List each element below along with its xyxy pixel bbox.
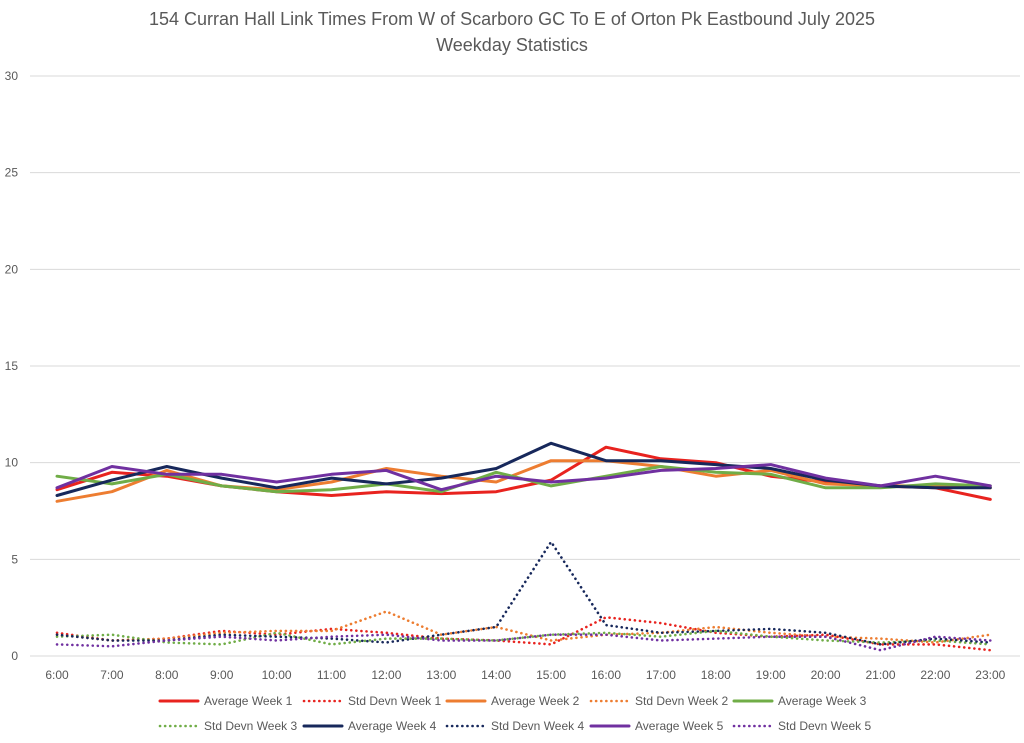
x-tick-label: 8:00 (155, 668, 179, 682)
gridlines (30, 75, 1020, 657)
series-line-std-devn-week-4 (55, 540, 992, 646)
legend: Average Week 1 Std Devn Week 1 Average Wee… (158, 694, 871, 733)
legend-label-average-week-2: Average Week 2 (491, 694, 580, 708)
x-tick-label: 18:00 (701, 668, 731, 682)
x-tick-label: 23:00 (975, 668, 1005, 682)
chart-title: 154 Curran Hall Link Times From W of Sca… (149, 9, 875, 29)
x-tick-label: 13:00 (426, 668, 456, 682)
x-tick-label: 22:00 (920, 668, 950, 682)
x-tick-label: 6:00 (45, 668, 69, 682)
legend-label-std-devn-week-1: Std Devn Week 1 (348, 694, 441, 708)
y-tick-label: 20 (5, 262, 19, 276)
x-tick-label: 15:00 (536, 668, 566, 682)
legend-label-average-week-3: Average Week 3 (778, 694, 867, 708)
x-tick-label: 12:00 (371, 668, 401, 682)
chart-subtitle: Weekday Statistics (436, 35, 588, 55)
series-line-std-devn-week-3 (55, 629, 992, 646)
y-tick-label: 30 (5, 69, 19, 83)
series-line-std-devn-week-5 (55, 633, 992, 652)
x-tick-label: 16:00 (591, 668, 621, 682)
series-line-std-devn-week-1 (55, 615, 992, 652)
legend-label-std-devn-week-4: Std Devn Week 4 (491, 719, 584, 733)
series-line-average-week-5 (55, 463, 992, 492)
legend-label-average-week-5: Average Week 5 (635, 719, 724, 733)
y-axis-ticks: 0 5 10 15 20 25 30 (5, 69, 19, 663)
x-tick-label: 20:00 (811, 668, 841, 682)
x-tick-label: 19:00 (756, 668, 786, 682)
x-tick-label: 21:00 (865, 668, 895, 682)
legend-label-std-devn-week-3: Std Devn Week 3 (204, 719, 297, 733)
legend-label-average-week-4: Average Week 4 (348, 719, 437, 733)
x-tick-label: 9:00 (210, 668, 234, 682)
legend-label-std-devn-week-5: Std Devn Week 5 (778, 719, 871, 733)
y-tick-label: 15 (5, 359, 19, 373)
y-tick-label: 0 (11, 649, 18, 663)
x-tick-label: 14:00 (481, 668, 511, 682)
x-axis-ticks: 6:00 7:00 8:00 9:00 10:00 11:00 12:00 13:00 14:0… (45, 668, 1005, 682)
legend-label-std-devn-week-2: Std Devn Week 2 (635, 694, 728, 708)
y-tick-label: 5 (11, 552, 18, 566)
legend-label-average-week-1: Average Week 1 (204, 694, 293, 708)
series-line-std-devn-week-2 (55, 610, 992, 644)
series-lines (55, 441, 992, 652)
y-tick-label: 10 (5, 456, 19, 470)
x-tick-label: 11:00 (317, 668, 346, 682)
series-line-average-week-4 (55, 441, 992, 497)
x-tick-label: 10:00 (262, 668, 292, 682)
y-tick-label: 25 (5, 166, 19, 180)
x-tick-label: 7:00 (100, 668, 124, 682)
x-tick-label: 17:00 (646, 668, 676, 682)
